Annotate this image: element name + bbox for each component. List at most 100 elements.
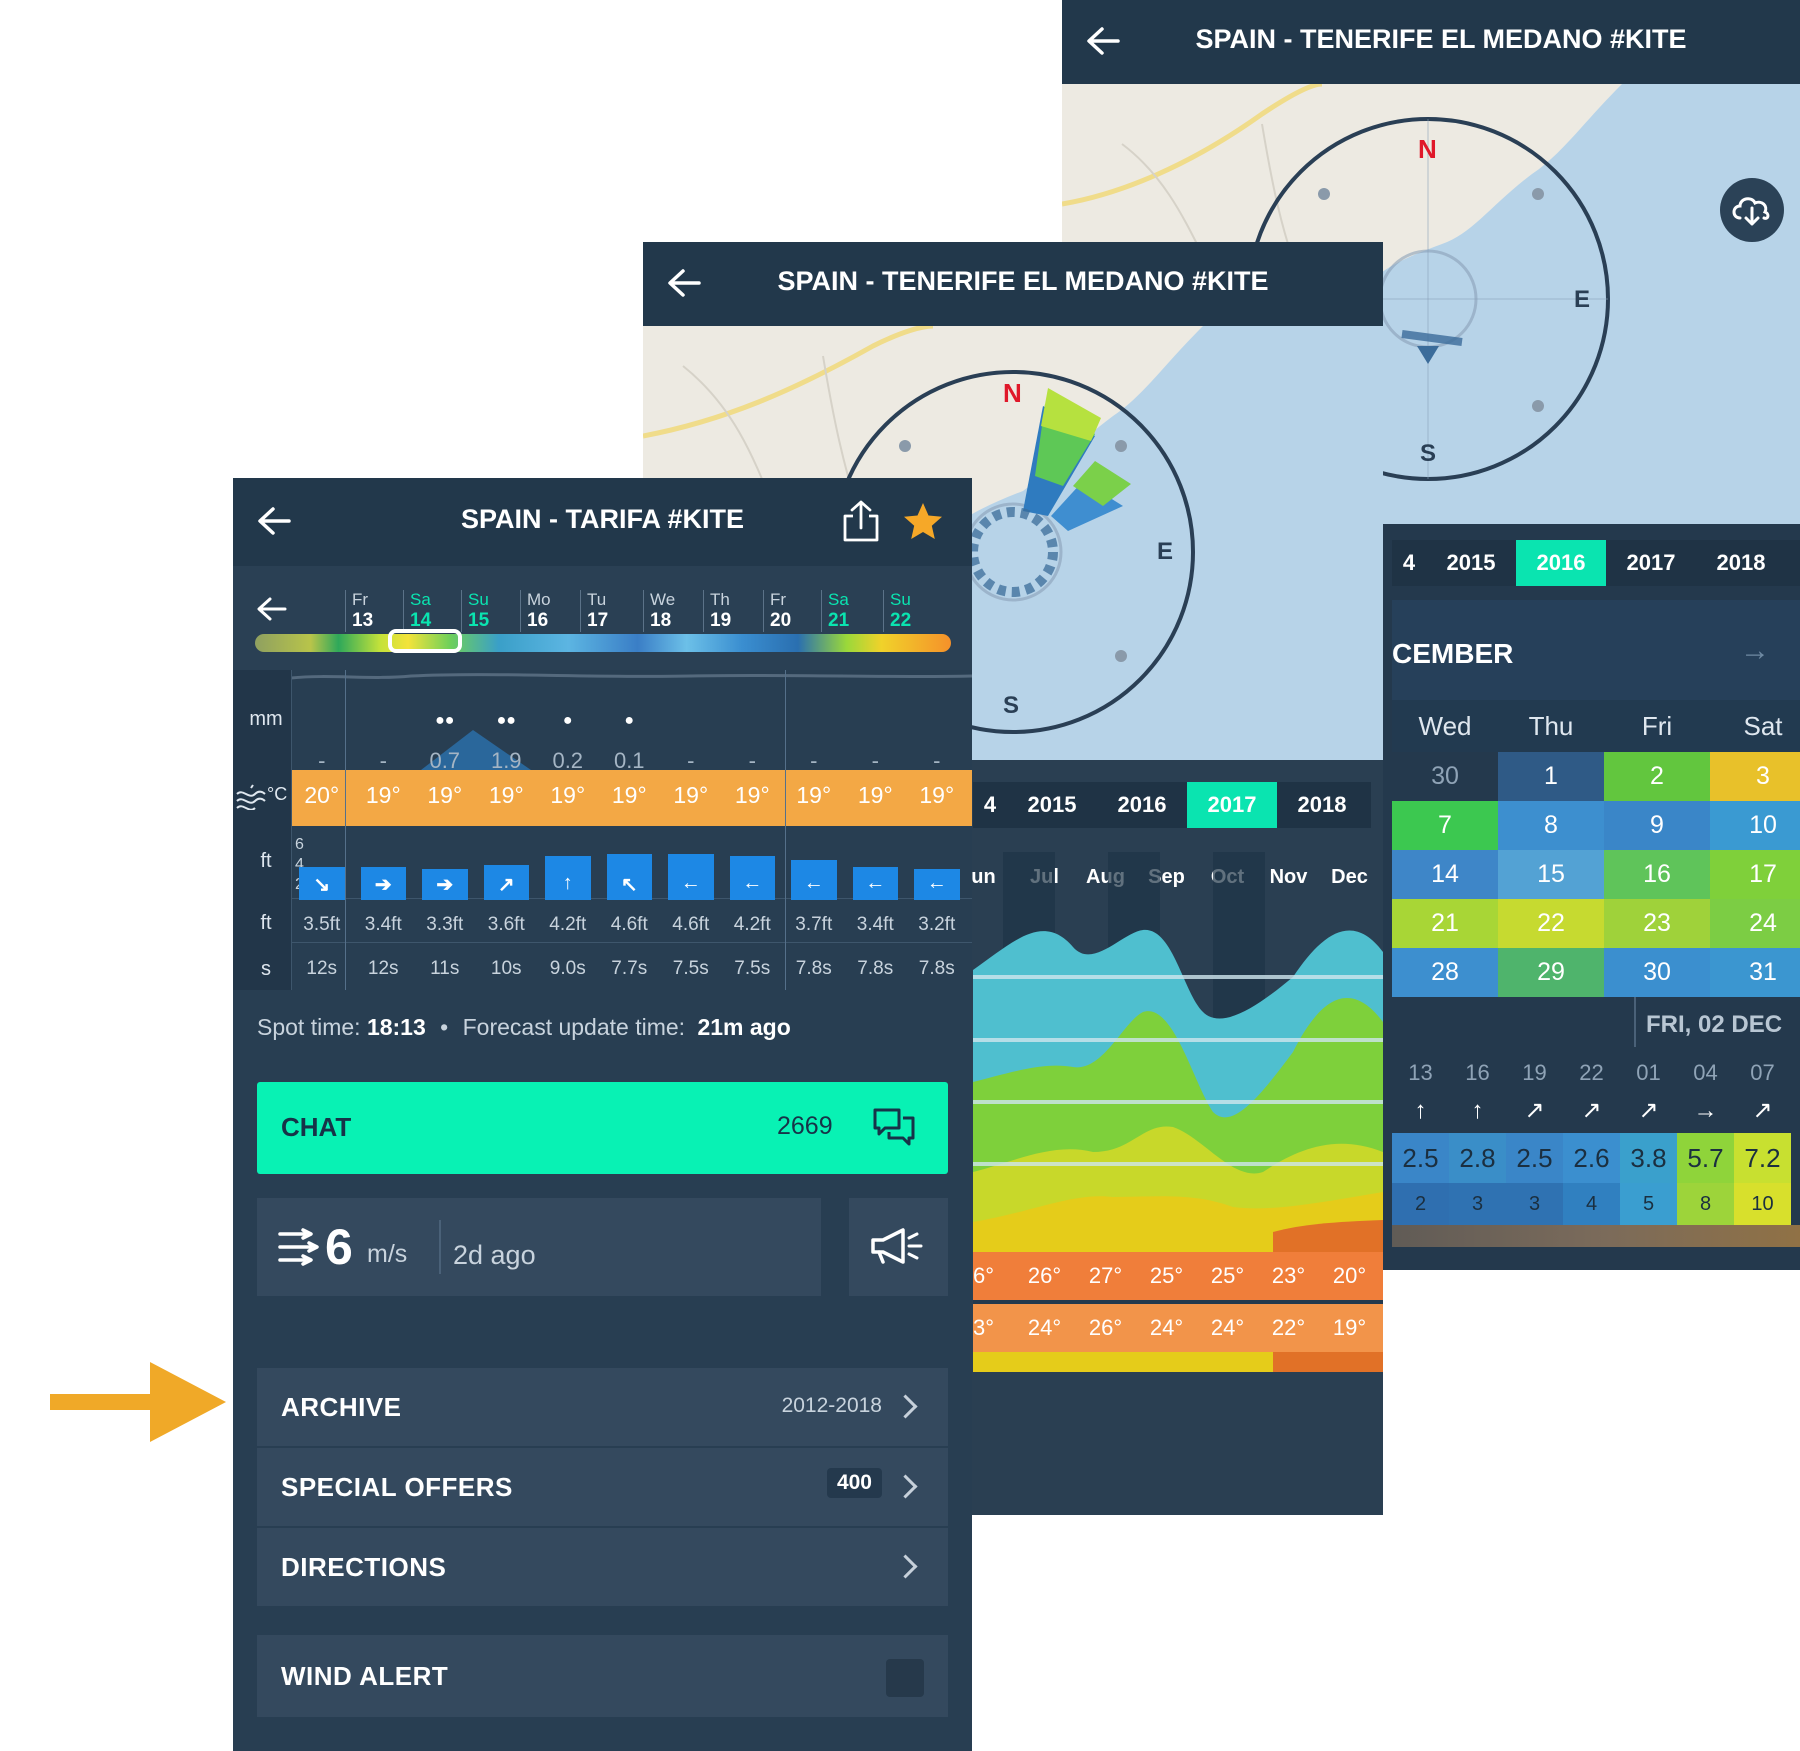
report-button[interactable] bbox=[849, 1198, 948, 1296]
calendar-day[interactable]: 3 bbox=[1710, 752, 1800, 801]
calendar-day[interactable]: 8 bbox=[1498, 801, 1604, 850]
day-label[interactable]: Sa 14 bbox=[403, 590, 455, 632]
calendar-day[interactable]: 22 bbox=[1498, 899, 1604, 948]
share-icon[interactable] bbox=[839, 498, 883, 544]
wind-color-bar[interactable] bbox=[255, 634, 951, 652]
day-label[interactable]: Su 22 bbox=[883, 590, 935, 632]
day-label[interactable]: Th 19 bbox=[703, 590, 755, 632]
calendar-day[interactable]: 10 bbox=[1710, 801, 1800, 850]
back-arrow-icon[interactable] bbox=[255, 504, 293, 538]
wave-direction-arrow: ← bbox=[926, 872, 947, 894]
compass-n: N bbox=[1003, 378, 1022, 408]
year-selector[interactable]: 4 2015 2016 2017 2018 bbox=[973, 782, 1371, 828]
year-tab[interactable]: 2017 bbox=[1626, 550, 1676, 575]
day-of-week: We bbox=[650, 590, 676, 609]
calendar-day[interactable]: 21 bbox=[1392, 899, 1498, 948]
spot-title: SPAIN - TENERIFE EL MEDANO #KITE bbox=[1195, 24, 1687, 54]
wind-row: 2.5 2.8 2.5 2.6 3.8 5.7 7.2 bbox=[1392, 1133, 1800, 1183]
back-arrow-icon[interactable] bbox=[1084, 24, 1122, 58]
report-age: 2d ago bbox=[453, 1240, 536, 1270]
wind-direction-arrow: ↗ bbox=[1524, 1097, 1545, 1124]
day-label[interactable]: We 18 bbox=[643, 590, 695, 632]
wave-period: 7.8s bbox=[857, 958, 894, 979]
wave-bar bbox=[668, 853, 714, 900]
wave-direction-arrow: ← bbox=[680, 872, 701, 894]
month-label: Nov bbox=[1269, 866, 1308, 888]
calendar-day[interactable]: 30 bbox=[1392, 752, 1498, 801]
previous-days-arrow-icon[interactable] bbox=[255, 594, 289, 624]
year-tab[interactable]: 2018 bbox=[1716, 550, 1766, 575]
calendar-day[interactable]: 7 bbox=[1392, 801, 1498, 850]
day-label[interactable]: Mo 16 bbox=[520, 590, 572, 632]
middle-screen: SPAIN - TENERIFE EL MEDANO #KITE N E S 4… bbox=[643, 242, 1383, 1515]
calendar-day[interactable]: 23 bbox=[1604, 899, 1710, 948]
year-tab[interactable]: 2016 bbox=[1516, 540, 1606, 586]
calendar-day[interactable]: 14 bbox=[1392, 850, 1498, 899]
year-tab[interactable]: 2016 bbox=[1117, 792, 1167, 817]
day-label[interactable]: Sa 21 bbox=[821, 590, 873, 632]
wave-height: 4.2ft bbox=[733, 914, 771, 935]
directions-row[interactable]: DIRECTIONS bbox=[257, 1528, 948, 1606]
calendar-day[interactable]: 17 bbox=[1710, 850, 1800, 899]
wind-speed: 2.5 bbox=[1506, 1133, 1563, 1183]
chat-button[interactable]: CHAT 2669 bbox=[257, 1082, 948, 1174]
year-tab[interactable]: 2018 bbox=[1297, 792, 1347, 817]
chat-label: CHAT bbox=[281, 1112, 352, 1142]
water-temp: 19° bbox=[673, 782, 709, 808]
calendar-grid: 30 1 2 3 7 8 9 10 14 15 16 17 21 22 23 24 28 29 30 31 bbox=[1392, 752, 1800, 997]
temp-high: 26° bbox=[1027, 1263, 1062, 1288]
special-offers-label: SPECIAL OFFERS bbox=[281, 1472, 513, 1502]
wind-alert-checkbox[interactable] bbox=[886, 1659, 924, 1697]
wave-height: 4.6ft bbox=[610, 914, 648, 935]
next-month-arrow-icon[interactable]: → bbox=[1740, 634, 1770, 667]
wind-unit: m/s bbox=[367, 1240, 408, 1268]
calendar-day[interactable]: 15 bbox=[1498, 850, 1604, 899]
wind-rose bbox=[831, 370, 1195, 734]
back-screen: SPAIN - TENERIFE EL MEDANO #KITE N E S bbox=[1062, 0, 1800, 1270]
year-tab[interactable]: 4 bbox=[983, 792, 997, 817]
year-tab[interactable]: 4 bbox=[1402, 550, 1416, 575]
wind-report[interactable]: 6 m/s 2d ago bbox=[257, 1198, 821, 1296]
day-of-week: Th bbox=[710, 590, 730, 609]
calendar-day[interactable]: 30 bbox=[1604, 948, 1710, 997]
day-label[interactable]: Fr 13 bbox=[345, 590, 397, 632]
calendar-day[interactable]: 29 bbox=[1498, 948, 1604, 997]
offers-count-badge: 400 bbox=[826, 1468, 882, 1498]
wave-period: 7.5s bbox=[672, 958, 709, 979]
archive-row[interactable]: ARCHIVE 2012-2018 bbox=[257, 1368, 948, 1446]
rain-drop-icon: ● bbox=[624, 712, 635, 729]
calendar-day[interactable]: 24 bbox=[1710, 899, 1800, 948]
temp-low: 24° bbox=[1149, 1315, 1184, 1340]
period-unit-label: s bbox=[261, 958, 271, 980]
day-strip: Fr 13 Sa 14 Su 15 Mo 16 Tu 17 We 18 Th 19 Fr 20 Sa 21 Su 22 bbox=[233, 566, 972, 670]
year-tab[interactable]: 2017 bbox=[1187, 782, 1277, 828]
wind-speed: 2.8 bbox=[1449, 1133, 1506, 1183]
year-selector[interactable]: 4 2015 2016 2017 2018 bbox=[1392, 540, 1800, 586]
wind-value: 6 bbox=[325, 1219, 353, 1275]
calendar-day[interactable]: 31 bbox=[1710, 948, 1800, 997]
day-label[interactable]: Fr 20 bbox=[763, 590, 815, 632]
calendar-day[interactable]: 2 bbox=[1604, 752, 1710, 801]
calendar-day[interactable]: 9 bbox=[1604, 801, 1710, 850]
calendar-day[interactable]: 1 bbox=[1498, 752, 1604, 801]
favorite-star-icon[interactable] bbox=[901, 500, 945, 542]
wind-alert-row[interactable]: WIND ALERT bbox=[257, 1635, 948, 1717]
wave-period: 7.8s bbox=[795, 958, 832, 979]
calendar-day[interactable]: 16 bbox=[1604, 850, 1710, 899]
day-label[interactable]: Su 15 bbox=[461, 590, 513, 632]
rain-value: 0.7 bbox=[429, 748, 461, 773]
download-button[interactable] bbox=[1720, 178, 1784, 242]
wave-bar bbox=[483, 864, 529, 900]
calendar-day[interactable]: 28 bbox=[1392, 948, 1498, 997]
chevron-right-icon bbox=[893, 1554, 918, 1579]
wind-speed: 5.7 bbox=[1677, 1133, 1734, 1183]
hour-label: 07 bbox=[1750, 1060, 1775, 1085]
year-tab[interactable]: 2015 bbox=[1027, 792, 1077, 817]
special-offers-row[interactable]: SPECIAL OFFERS 400 bbox=[257, 1448, 948, 1526]
weekday-label: Sat bbox=[1743, 711, 1783, 741]
back-arrow-icon[interactable] bbox=[665, 266, 703, 300]
wave-period: 11s bbox=[430, 958, 460, 979]
year-tab[interactable]: 2015 bbox=[1446, 550, 1496, 575]
day-label[interactable]: Tu 17 bbox=[580, 590, 632, 632]
day-selection-handle[interactable] bbox=[388, 629, 462, 653]
